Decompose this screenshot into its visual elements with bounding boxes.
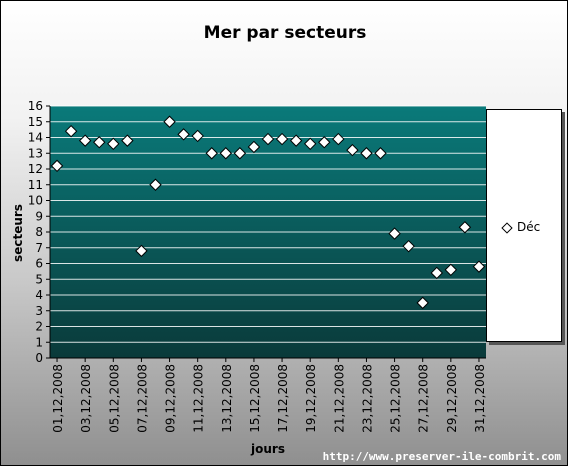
data-point [444,263,458,277]
x-tick-label: 19,12,2008 [304,364,318,433]
data-point [191,129,204,143]
y-tick-label: 10 [28,194,43,208]
x-tick-label: 23,12,2008 [360,364,374,433]
data-point [374,147,387,160]
y-tick-label: 13 [28,146,43,160]
x-tick-label: 27,12,2008 [417,364,431,433]
data-point [303,137,317,151]
data-point [472,260,486,273]
x-tick-label: 15,12,2008 [248,364,262,433]
y-tick-label: 0 [35,351,43,365]
x-tick-label: 21,12,2008 [332,364,346,433]
y-tick-label: 4 [35,288,43,302]
data-point [458,221,472,234]
chart-title: Mer par secteurs [203,23,367,43]
y-tick-label: 3 [35,304,43,318]
data-point [247,140,261,154]
data-point [107,137,120,151]
data-point [135,244,148,258]
data-point [163,115,176,128]
y-tick-label: 16 [28,99,43,113]
data-point [275,132,289,146]
data-point [261,132,275,146]
data-point [93,136,106,149]
data-point [430,266,443,280]
data-point [289,134,303,147]
data-point [332,132,345,146]
data-point [149,178,162,191]
data-point [360,147,373,160]
x-tick-label: 17,12,2008 [276,364,290,433]
x-tick-label: 07,12,2008 [135,364,149,433]
x-axis-label: jours [250,442,285,456]
y-tick-label: 12 [28,162,43,176]
data-point [177,128,190,141]
y-tick-label: 9 [35,209,43,223]
diamond-marker-icon [501,221,513,234]
x-tick-label: 09,12,2008 [164,364,178,433]
x-tick-label: 05,12,2008 [107,364,121,433]
y-tick-label: 11 [28,178,43,192]
legend-label: Déc [517,220,541,234]
data-point [121,134,134,147]
x-tick-label: 31,12,2008 [473,364,487,433]
footer-url: http://www.preserver-ile-combrit.com [322,450,561,463]
y-tick-label: 7 [35,241,43,255]
x-tick-label: 13,12,2008 [220,364,234,433]
x-tick-label: 11,12,2008 [192,364,206,433]
y-tick-label: 5 [35,272,43,286]
y-tick-label: 8 [35,225,43,239]
x-tick-label: 25,12,2008 [389,364,403,433]
x-tick-label: 01,12,2008 [51,364,65,433]
x-tick-label: 03,12,2008 [79,364,93,433]
data-point [219,147,233,160]
legend: Déc [486,109,562,342]
data-point [346,143,359,157]
legend-item: Déc [501,220,541,234]
data-point [318,136,331,149]
data-point [50,159,64,173]
data-point [388,227,401,240]
data-point [233,147,247,160]
data-point [64,124,78,138]
y-tick-label: 1 [35,335,43,349]
data-point [402,239,415,253]
y-tick-label: 15 [28,115,43,129]
y-tick-label: 2 [35,320,43,334]
data-point [205,147,218,160]
y-axis-label: secteurs [11,204,25,262]
data-point [78,134,92,147]
x-tick-label: 29,12,2008 [445,364,459,433]
y-tick-label: 14 [28,131,43,145]
data-point [416,296,429,310]
y-tick-label: 6 [35,257,43,271]
